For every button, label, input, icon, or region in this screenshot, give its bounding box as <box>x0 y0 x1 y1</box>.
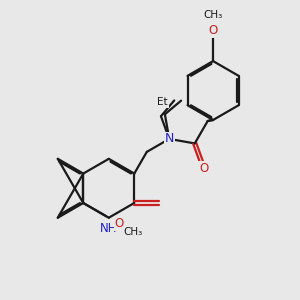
Text: CH₃: CH₃ <box>203 10 223 20</box>
Text: CH₃: CH₃ <box>123 227 142 237</box>
Text: O: O <box>208 24 218 37</box>
Text: O: O <box>115 218 124 230</box>
Text: NH: NH <box>100 222 118 236</box>
Text: O: O <box>199 162 208 175</box>
Text: Et: Et <box>158 97 168 107</box>
Text: N: N <box>164 132 174 146</box>
